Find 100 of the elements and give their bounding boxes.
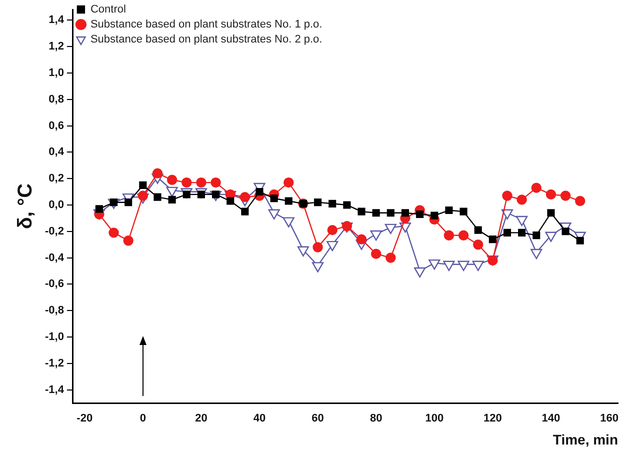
point <box>95 205 103 213</box>
point <box>284 177 294 188</box>
point <box>576 236 584 244</box>
point <box>545 232 557 242</box>
x-tick-label: 100 <box>425 412 444 425</box>
point <box>444 230 454 240</box>
y-tick-label: -0,4 <box>44 252 65 264</box>
point <box>241 208 249 216</box>
point <box>516 194 527 205</box>
point <box>226 197 234 205</box>
legend-label: Substance based on plant substrates No. 1 p.o. <box>90 18 322 31</box>
legend-label: Substance based on plant substrates No. 2 p.o. <box>90 34 322 46</box>
x-tick-label: 140 <box>542 412 560 425</box>
x-tick-label: 80 <box>370 412 382 425</box>
point <box>562 228 570 236</box>
y-tick-label: -1,4 <box>44 384 65 396</box>
point <box>240 192 250 202</box>
x-axis-title: Time, min <box>552 431 618 448</box>
x-tick-label: 0 <box>140 412 146 425</box>
point <box>416 210 424 218</box>
point <box>256 188 264 196</box>
point <box>386 252 396 263</box>
point <box>182 177 192 188</box>
point <box>503 228 512 236</box>
point <box>270 194 278 202</box>
point <box>575 196 586 206</box>
y-tick-label: 1,0 <box>48 67 64 79</box>
point <box>472 260 484 271</box>
point <box>516 216 528 226</box>
point <box>297 246 310 256</box>
x-tick-label: 120 <box>483 412 502 425</box>
point <box>312 242 323 252</box>
y-tick-label: -1,2 <box>44 357 64 370</box>
point <box>138 190 148 201</box>
point <box>532 232 540 240</box>
x-tick-label: -20 <box>76 412 93 425</box>
point <box>284 197 292 205</box>
point <box>501 209 514 220</box>
point <box>401 209 410 217</box>
point <box>327 224 338 236</box>
point <box>488 236 496 244</box>
point <box>166 186 178 198</box>
point <box>196 177 206 188</box>
x-tick-label: 160 <box>600 412 618 425</box>
point <box>314 198 322 206</box>
y-tick-label: 1,4 <box>48 14 65 26</box>
point <box>123 236 134 246</box>
point <box>312 262 324 272</box>
point <box>428 259 440 270</box>
point <box>108 228 119 238</box>
point <box>430 212 438 220</box>
legend-label: Control <box>90 4 126 16</box>
point <box>547 209 555 217</box>
y-tick-label: 0,4 <box>48 146 65 158</box>
point <box>443 260 455 271</box>
y-tick-label: -0,8 <box>44 304 64 317</box>
point <box>502 190 512 201</box>
point <box>358 208 366 216</box>
point <box>372 209 380 217</box>
point <box>139 181 147 189</box>
point <box>152 168 163 178</box>
y-tick-label: 1,2 <box>48 40 64 53</box>
point <box>445 206 453 214</box>
y-tick-label: 0,8 <box>48 93 64 106</box>
point <box>414 267 426 278</box>
y-axis-title: δ, °C <box>14 183 37 230</box>
x-tick-label: 60 <box>312 412 324 425</box>
point <box>268 209 280 220</box>
point <box>518 228 526 236</box>
point <box>460 208 468 216</box>
point <box>154 193 162 201</box>
point <box>370 230 382 241</box>
point <box>166 174 178 185</box>
point <box>560 190 571 201</box>
point <box>531 182 542 193</box>
point <box>356 234 367 244</box>
y-tick-label: 0,2 <box>48 172 64 185</box>
point <box>386 209 394 217</box>
y-tick-label: -1,0 <box>44 331 64 344</box>
point <box>458 230 469 240</box>
point <box>546 189 556 200</box>
point <box>472 239 484 250</box>
x-tick-label: 40 <box>253 412 266 425</box>
y-tick-label: -0,2 <box>44 225 64 238</box>
point <box>384 224 396 234</box>
y-tick-label: 0,0 <box>48 199 64 212</box>
point <box>458 260 470 271</box>
point <box>282 217 294 228</box>
point <box>530 248 542 260</box>
point <box>474 226 482 234</box>
point <box>168 196 176 204</box>
y-tick-label: 0,6 <box>48 120 64 132</box>
point <box>328 200 336 208</box>
point <box>124 198 132 206</box>
point <box>210 177 221 188</box>
y-tick-label: -0,6 <box>44 278 64 290</box>
point <box>370 248 382 259</box>
x-tick-label: 20 <box>195 412 208 425</box>
point <box>326 240 338 252</box>
point <box>343 201 351 209</box>
